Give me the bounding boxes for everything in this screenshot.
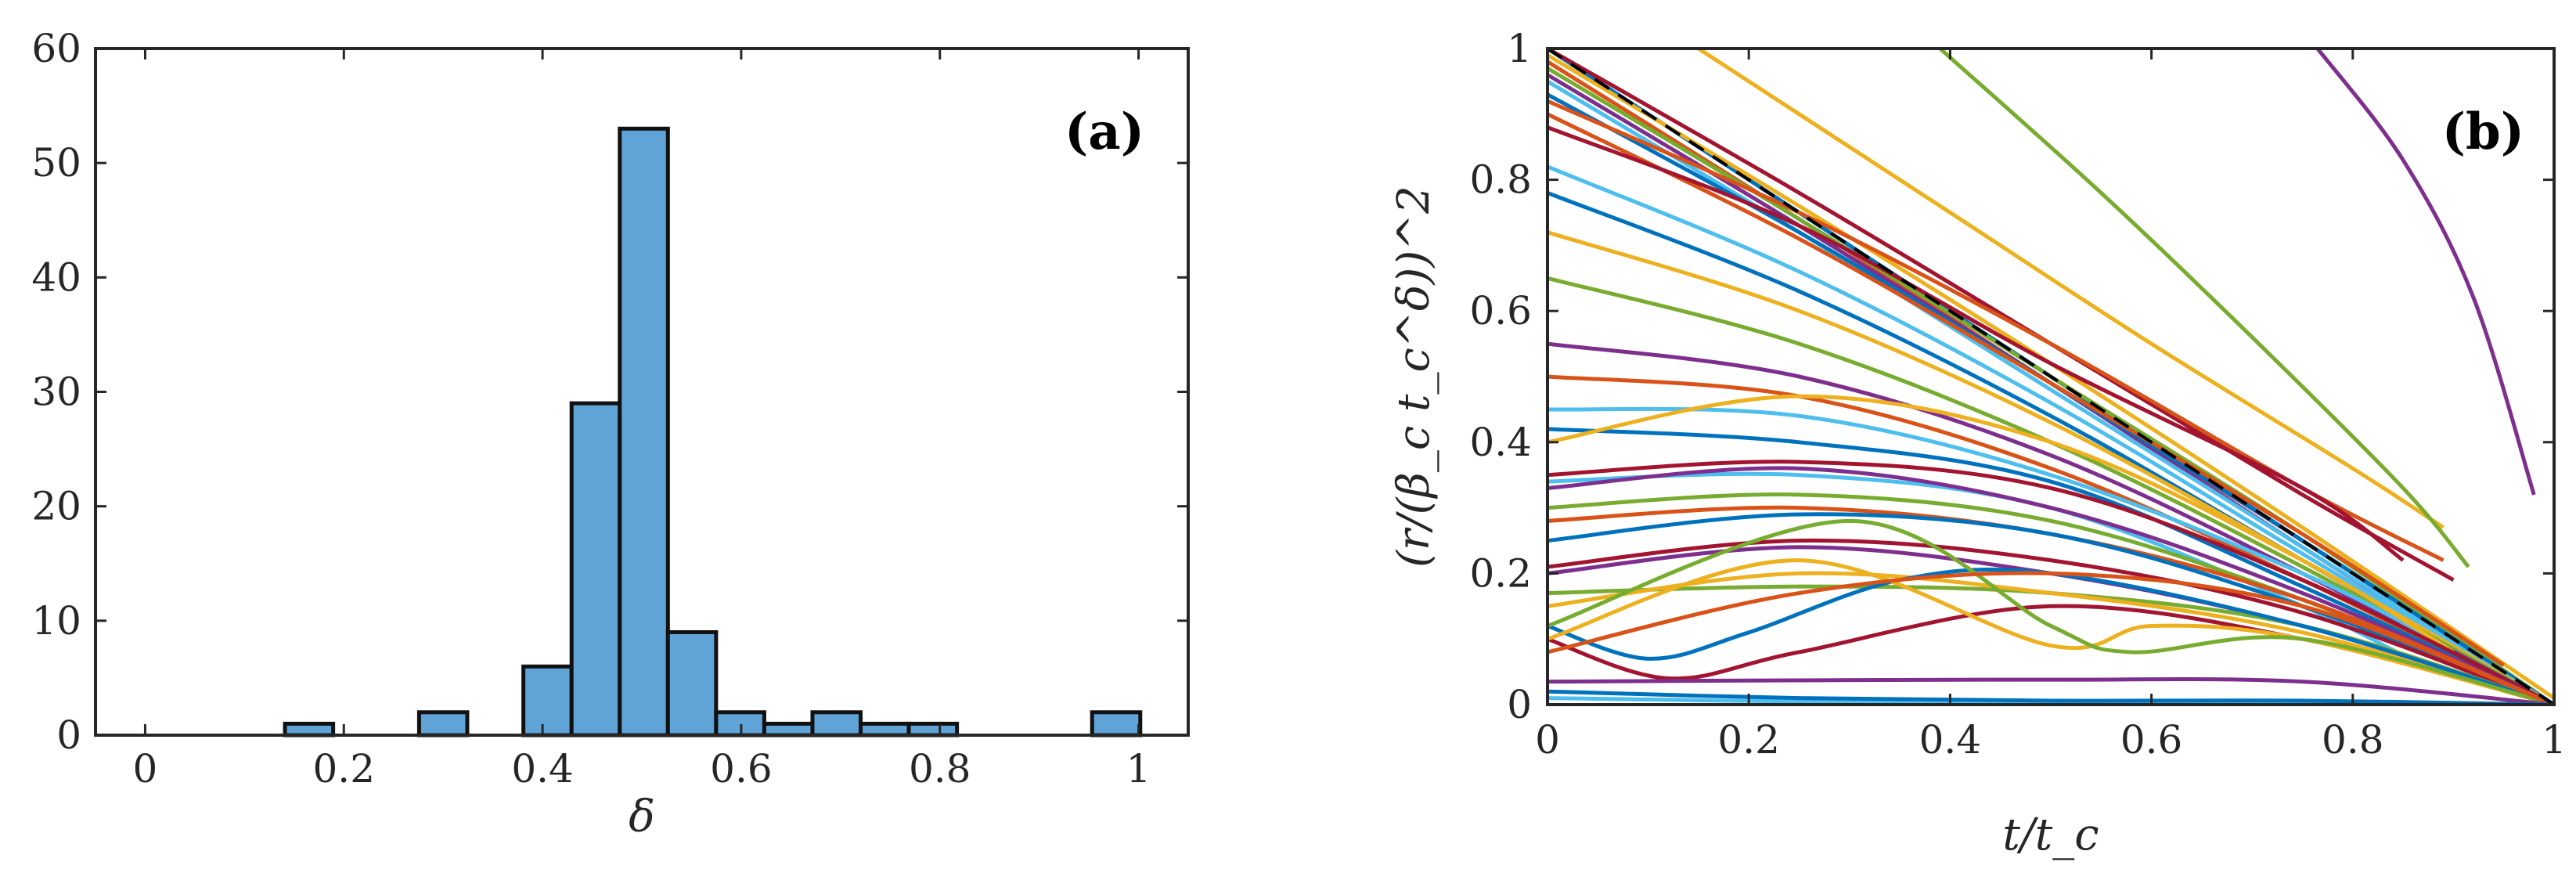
- x-tick-label: 0.4: [1919, 717, 1982, 763]
- histogram-bars: [283, 126, 1143, 738]
- histogram-bar: [810, 710, 863, 738]
- y-tick-label: 0.8: [1469, 157, 1532, 203]
- trajectory-line-s23: [1547, 394, 2455, 655]
- x-tick-label: 0: [133, 746, 158, 792]
- x-axis-label-b: t/t_c: [2002, 810, 2099, 860]
- plot-area-b: [1547, 49, 2554, 705]
- line-panel-b: 0 0.2 0.4 0.6 0.8 1 0 0.2 0.4 0.6 0.8 1 (b) t/t_c (…: [1389, 26, 2567, 860]
- histogram-bar: [859, 721, 911, 738]
- histogram-bar: [569, 401, 622, 738]
- x-tick-label: 1: [2542, 717, 2567, 763]
- trajectory-line-s33: [1547, 571, 2554, 705]
- trajectory-line-s6: [1547, 79, 2554, 705]
- trajectory-line-s29: [1547, 512, 2554, 705]
- histogram-bar: [416, 710, 470, 738]
- histogram-bar: [618, 126, 670, 738]
- trajectory-line-s24: [1547, 460, 2554, 705]
- trajectory-line-s26: [1547, 466, 2554, 705]
- trajectory-line-s30: [1547, 538, 2554, 705]
- trajectory-line-s11: [1938, 49, 2470, 568]
- y-tick-label: 10: [31, 598, 81, 644]
- trajectory-line-s21: [1547, 406, 2434, 641]
- x-tick-label: 0.2: [313, 746, 376, 792]
- trajectory-line-s22: [1547, 427, 2554, 705]
- histogram-bar: [762, 721, 815, 738]
- trajectory-line-s15: [1547, 164, 2554, 705]
- x-tick-label: 1: [1126, 746, 1151, 792]
- y-tick-label: 20: [31, 484, 81, 529]
- y-tick-label: 0: [1507, 682, 1532, 727]
- y-tick-label: 0.6: [1469, 288, 1532, 334]
- histogram-bar: [1090, 710, 1143, 738]
- trajectory-lines: [1547, 49, 2554, 705]
- histogram-bar: [521, 664, 574, 738]
- histogram-bar: [906, 721, 960, 738]
- x-tick-label: 0.6: [710, 746, 773, 792]
- y-tick-label: 0.4: [1469, 420, 1532, 465]
- trajectory-line-s39: [1547, 677, 2554, 705]
- trajectory-line-s9: [1547, 112, 2506, 667]
- reference-dashed-line: [1547, 49, 2554, 705]
- histogram-bar: [665, 629, 719, 738]
- trajectory-line-s38: [1547, 571, 2554, 705]
- axes-frame-b: [1546, 47, 2556, 706]
- trajectory-line-s34: [1547, 567, 2554, 705]
- y-tick-label: 60: [31, 26, 81, 71]
- x-axis-label-a: δ: [629, 792, 655, 842]
- trajectory-line-s14: [1547, 125, 2405, 562]
- histogram-bar: [283, 721, 336, 738]
- y-tick-label: 1: [1507, 26, 1532, 71]
- y-tick-label: 0.2: [1469, 550, 1532, 596]
- x-tick-label: 0.6: [2120, 717, 2183, 763]
- x-tick-label: 0.8: [2322, 717, 2384, 763]
- y-tick-label: 40: [31, 254, 81, 300]
- x-tick-label: 0: [1535, 717, 1560, 763]
- y-tick-label: 0: [56, 712, 81, 758]
- y-tick-label: 50: [31, 140, 81, 186]
- panel-label-b: (b): [2442, 103, 2524, 161]
- y-axis-label-b: (r/(β_c t_c^δ))^2: [1389, 186, 1439, 568]
- trajectory-line-s41: [1547, 689, 2554, 705]
- panel-label-a: (a): [1065, 103, 1144, 161]
- x-tick-label: 0.2: [1717, 717, 1780, 763]
- y-tick-label: 30: [31, 370, 81, 415]
- trajectory-line-s10: [1697, 49, 2444, 529]
- trajectory-line-s12: [2315, 49, 2536, 496]
- ticks-b: 0 0.2 0.4 0.6 0.8 1 0 0.2 0.4 0.6 0.8 1: [1469, 26, 2566, 763]
- trajectory-line-s37: [1547, 518, 2554, 705]
- x-tick-label: 0.8: [909, 746, 971, 792]
- x-tick-label: 0.4: [511, 746, 574, 792]
